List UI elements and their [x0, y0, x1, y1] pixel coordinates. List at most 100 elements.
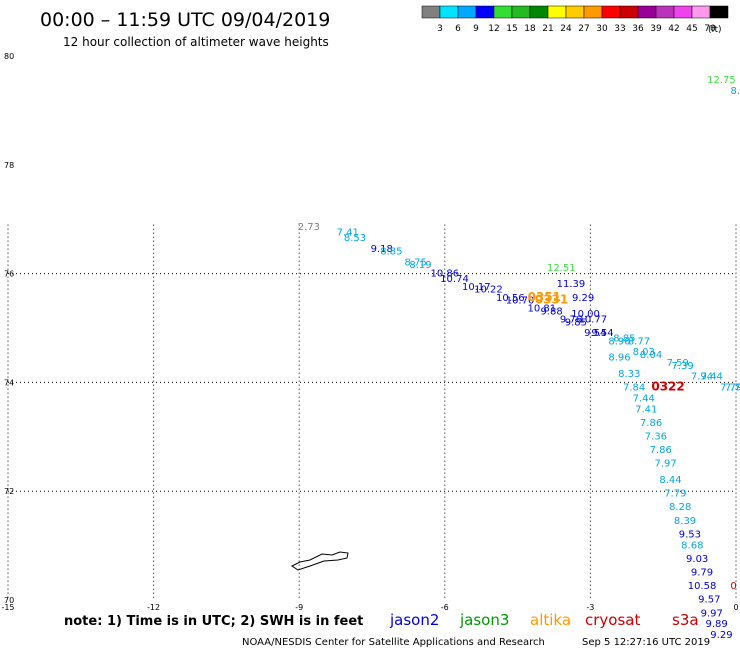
colorbar-labels: 3 6 9 12 15 18 21 24 27 30 33 36 39 42 45 70 [437, 24, 716, 34]
colorbar-swatch [619, 5, 639, 19]
data-point-label: 10.81 [528, 304, 557, 315]
colorbar-swatch [673, 5, 693, 19]
y-tick-label: 70 [4, 596, 14, 605]
x-tick-label: -15 [1, 603, 14, 612]
data-points: 12.758.12.737.418.539.188.858.758.1910.8… [298, 75, 740, 641]
data-point-label: 9.57 [698, 595, 720, 606]
legend-entry-altika: altika [530, 611, 571, 629]
data-point-label: 8.85 [613, 334, 635, 345]
y-tick-label: 78 [4, 161, 14, 170]
legend-entry-jason3: jason3 [459, 611, 509, 629]
colorbar-swatch [565, 5, 585, 19]
x-tick-label: -3 [586, 603, 594, 612]
data-point-label: 10.86 [430, 268, 459, 279]
colorbar-label: 30 [596, 24, 608, 34]
y-tick-label: 74 [4, 378, 14, 387]
data-point-label: 8.96 [608, 336, 630, 347]
data-point-label: 7.86 [650, 445, 672, 456]
colorbar-label: 70 [704, 24, 716, 34]
data-point-label: 8.53 [344, 233, 366, 244]
data-point-label: 7.79 [664, 489, 686, 500]
colorbar-swatch [421, 5, 441, 19]
colorbar-swatch [439, 5, 459, 19]
colorbar-label: 15 [506, 24, 517, 34]
data-point-label: 0331 [535, 293, 568, 307]
island-outline [291, 551, 349, 571]
data-point-label: 9.54 [591, 328, 613, 339]
data-point-label: 8.77 [628, 336, 650, 347]
data-point-label: 7.79 [720, 383, 740, 394]
data-point-label: 8.39 [674, 516, 696, 527]
data-point-label: 9.97 [701, 608, 723, 619]
data-point-label: 10.22 [474, 285, 503, 296]
colorbar-swatch [601, 5, 621, 19]
data-point-label: 10.17 [462, 282, 491, 293]
colorbar-unit: (ft) [708, 25, 722, 35]
data-point-label: 9.18 [371, 244, 393, 255]
data-point-label: 9.85 [565, 317, 587, 328]
data-point-label: 7.41 [337, 228, 359, 239]
data-point-label: 9.88 [540, 306, 562, 317]
data-point-label: 7.97 [654, 459, 676, 470]
colorbar-label: 18 [524, 24, 536, 34]
legend-entry-cryosat: cryosat [585, 611, 640, 629]
data-point-label: 9.89 [705, 619, 727, 630]
colorbar-swatch [709, 5, 729, 19]
colorbar-swatch [583, 5, 603, 19]
satellite-legend: jason2 jason3 altika cryosat s3a [389, 611, 699, 629]
data-point-label: 8.44 [659, 475, 681, 486]
colorbar-label: 42 [668, 24, 679, 34]
data-point-label: 9.29 [710, 630, 732, 641]
plot-grid [7, 224, 737, 600]
data-point-label: 8.1 [730, 86, 740, 97]
footer-note: note: 1) Time is in UTC; 2) SWH is in fe… [64, 614, 363, 629]
data-point-label: 10.74 [440, 274, 469, 285]
data-point-label: 8.96 [608, 353, 630, 364]
chart-title: 00:00 – 11:59 UTC 09/04/2019 [40, 9, 330, 31]
data-point-label: 8.28 [669, 502, 691, 513]
data-point-label: 11.39 [557, 279, 586, 290]
colorbar-label: 33 [614, 24, 625, 34]
colorbar-swatch [529, 5, 549, 19]
data-point-label: 12.51 [547, 263, 576, 274]
colorbar-label: 45 [686, 24, 697, 34]
colorbar-label: 12 [488, 24, 499, 34]
colorbar-swatch [493, 5, 513, 19]
data-point-label: 7.36 [645, 432, 667, 443]
data-point-label: 0322 [651, 380, 684, 394]
colorbar-swatch [511, 5, 531, 19]
data-point-label: 9.54 [584, 328, 606, 339]
x-tick-label: 0 [733, 603, 738, 612]
footer-timestamp: Sep 5 12:27:16 UTC 2019 [582, 637, 710, 648]
colorbar-swatch [655, 5, 675, 19]
data-point-label: 7.39 [671, 361, 693, 372]
data-point-label: 8.33 [618, 369, 640, 380]
data-point-label: 10.70 [506, 296, 535, 307]
y-tick-label: 80 [4, 52, 14, 61]
footer-credit: NOAA/NESDIS Center for Satellite Applica… [242, 637, 545, 648]
colorbar-swatch [637, 5, 657, 19]
legend-entry-jason2: jason2 [389, 611, 439, 629]
data-point-label: 0 [730, 581, 736, 592]
data-point-label: 8.85 [380, 247, 402, 258]
data-point-label: 7.44 [633, 393, 655, 404]
chart-subtitle: 12 hour collection of altimeter wave hei… [63, 35, 329, 49]
colorbar-label: 6 [455, 24, 461, 34]
data-point-label: 8.68 [681, 540, 703, 551]
data-point-label: 7.59 [667, 358, 689, 369]
colorbar-swatch [457, 5, 477, 19]
data-point-label: 10.58 [688, 581, 717, 592]
y-tick-label: 72 [4, 487, 14, 496]
colorbar-label: 36 [632, 24, 644, 34]
data-point-label: 7.94 [691, 372, 713, 383]
data-point-label: 8.04 [640, 350, 662, 361]
data-point-label: 9.79 [691, 568, 713, 579]
colorbar-swatch [475, 5, 495, 19]
y-tick-label: 76 [4, 270, 14, 279]
data-point-label: 9.29 [572, 293, 594, 304]
x-tick-label: -12 [147, 603, 160, 612]
colorbar-label: 39 [650, 24, 662, 34]
data-point-label: 9.03 [686, 554, 708, 565]
data-point-label: 7.44 [701, 372, 723, 383]
